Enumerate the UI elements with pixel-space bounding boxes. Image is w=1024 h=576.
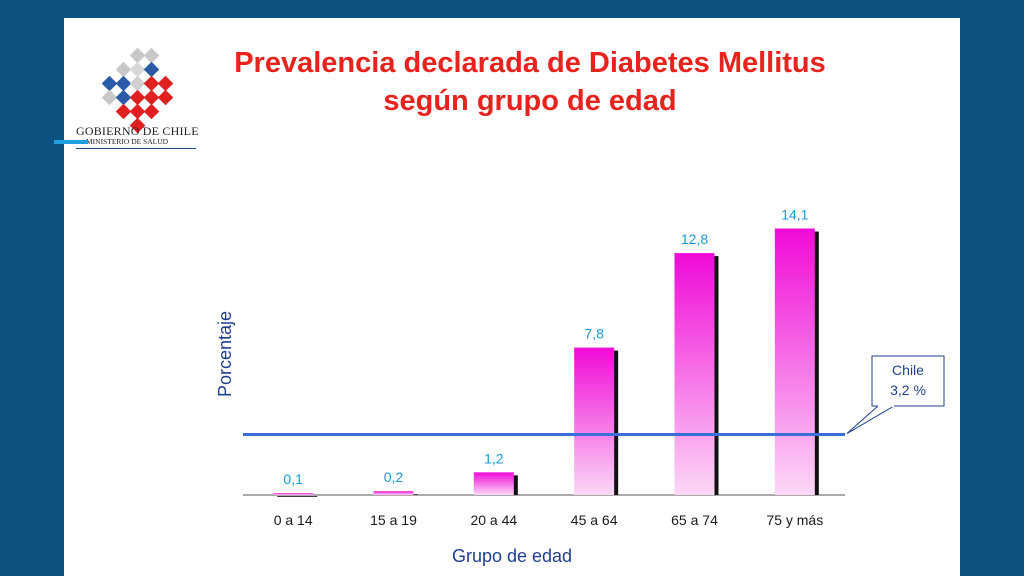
x-tick-label: 0 a 14 (274, 512, 313, 528)
bar-shadow (277, 496, 318, 497)
logo-square (129, 61, 146, 78)
x-tick-label: 75 y más (766, 512, 823, 528)
bar (574, 347, 615, 495)
title-line-2: según grupo de edad (383, 85, 677, 117)
logo-square (129, 47, 146, 64)
bar-value-label: 14,1 (781, 207, 808, 223)
x-tick-label: 65 a 74 (671, 512, 718, 528)
chart-title: Prevalencia declarada de Diabetes Mellit… (200, 44, 860, 120)
logo-square (143, 103, 160, 120)
bar (373, 491, 414, 495)
bar (774, 228, 815, 495)
logo-square (157, 89, 174, 106)
bar-value-label: 1,2 (484, 450, 504, 466)
logo-underline (76, 148, 196, 149)
logo-square (129, 89, 146, 106)
chile-callout-box (871, 355, 945, 407)
bar-value-label: 7,8 (584, 326, 604, 342)
bar (473, 472, 514, 495)
callout-label-line2: 3,2 % (890, 382, 926, 398)
bar (674, 253, 715, 495)
bar-value-label: 12,8 (681, 231, 708, 247)
logo-square (129, 117, 146, 134)
logo-square (115, 61, 132, 78)
bar-value-label: 0,1 (283, 471, 303, 487)
logo-square (143, 61, 160, 78)
callout-joint (878, 405, 894, 407)
x-axis-title: Grupo de edad (452, 546, 572, 566)
logo-square (129, 75, 146, 92)
logo-square (129, 103, 146, 120)
logo-square (143, 89, 160, 106)
logo-square (115, 103, 132, 120)
callout-pointer (846, 405, 896, 434)
y-axis-title: Porcentaje (215, 311, 235, 397)
bar-value-label: 0,2 (384, 469, 404, 485)
callout-label-line1: Chile (892, 362, 924, 378)
logo-square (101, 75, 118, 92)
x-tick-label: 15 a 19 (370, 512, 417, 528)
logo-square (115, 75, 132, 92)
government-logo (101, 47, 174, 134)
logo-square (143, 75, 160, 92)
logo-square (143, 47, 160, 64)
logo-ministry-text: MINISTERIO DE SALUD (86, 137, 169, 146)
logo-square (115, 89, 132, 106)
x-tick-label: 45 a 64 (571, 512, 618, 528)
bar (273, 493, 314, 495)
logo-square (157, 75, 174, 92)
accent-dash (54, 140, 88, 144)
x-tick-label: 20 a 44 (470, 512, 517, 528)
logo-government-text: GOBIERNO DE CHILE (76, 124, 199, 138)
logo-square (101, 89, 118, 106)
title-line-1: Prevalencia declarada de Diabetes Mellit… (234, 47, 826, 79)
